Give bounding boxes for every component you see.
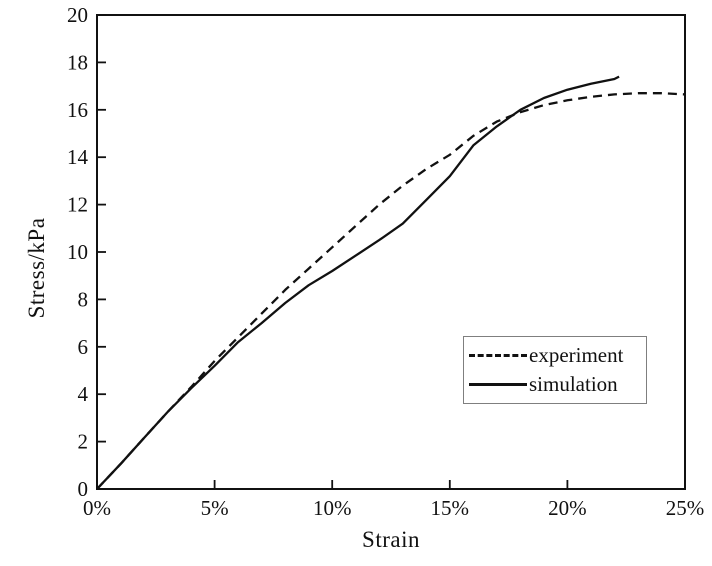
legend: experiment simulation (463, 336, 647, 404)
y-tick-label: 4 (78, 382, 89, 406)
y-tick-label: 2 (78, 430, 89, 454)
y-tick-label: 0 (78, 477, 89, 501)
y-tick-label: 16 (67, 98, 88, 122)
legend-label-experiment: experiment (529, 343, 624, 367)
x-axis-title: Strain (362, 527, 420, 552)
x-tick-label: 0% (83, 496, 111, 520)
x-tick-label: 20% (548, 496, 587, 520)
series-line-simulation (96, 75, 620, 490)
series-line-experiment (96, 92, 686, 490)
x-tick-label: 15% (431, 496, 470, 520)
y-tick-label: 18 (67, 50, 88, 74)
plot-border (96, 14, 686, 490)
dashed-line-sample-icon (469, 354, 527, 357)
x-tick-label: 5% (201, 496, 229, 520)
y-axis-title: Stress/kPa (24, 217, 49, 319)
x-tick-label: 10% (313, 496, 352, 520)
y-tick-label: 8 (78, 287, 89, 311)
legend-label-simulation: simulation (529, 372, 618, 396)
legend-item-experiment: experiment (469, 345, 646, 366)
x-tick-label: 25% (666, 496, 705, 520)
y-tick-label: 6 (78, 335, 89, 359)
solid-line-sample-icon (469, 383, 527, 386)
y-tick-label: 14 (67, 145, 89, 169)
y-tick-label: 20 (67, 3, 88, 27)
legend-item-simulation: simulation (469, 374, 646, 395)
y-tick-label: 12 (67, 193, 88, 217)
y-tick-label: 10 (67, 240, 88, 264)
